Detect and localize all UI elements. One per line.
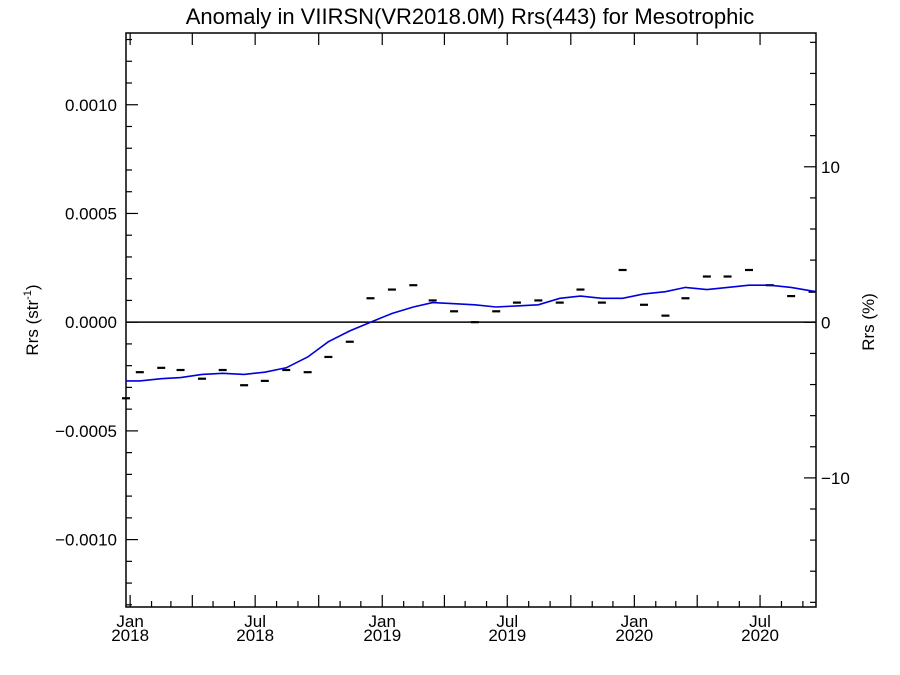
- left-tick-label: −0.0010: [55, 531, 117, 550]
- x-tick-month: Jul: [244, 612, 266, 631]
- x-tick-year: 2019: [363, 626, 401, 645]
- right-tick-label: 0: [821, 313, 830, 332]
- left-tick-label: −0.0005: [55, 422, 117, 441]
- left-tick-label: 0.0010: [65, 96, 117, 115]
- x-tick-month: Jan: [621, 612, 648, 631]
- x-axis: Jan2018Jul2018Jan2019Jul2019Jan2020Jul20…: [111, 33, 804, 645]
- plot-border: [125, 32, 817, 608]
- chart-title: Anomaly in VIIRSN(VR2018.0M) Rrs(443) fo…: [186, 4, 755, 29]
- right-tick-label: 10: [821, 158, 840, 177]
- x-tick-month: Jul: [496, 612, 518, 631]
- plot-frame: [125, 32, 817, 608]
- x-tick-year: 2019: [488, 626, 526, 645]
- smoothed-line: [126, 284, 817, 382]
- x-tick-month: Jan: [369, 612, 396, 631]
- x-tick-month: Jan: [116, 612, 143, 631]
- x-tick-year: 2020: [741, 626, 779, 645]
- left-axis-label: Rrs (str-1): [22, 284, 42, 355]
- left-axis: 0.0010 0.0005 0.0000 −0.0005 −0.0010: [55, 38, 138, 606]
- x-tick-year: 2018: [111, 626, 149, 645]
- left-tick-label: 0.0005: [65, 204, 117, 223]
- x-tick-month: Jul: [749, 612, 771, 631]
- right-axis: 10 0 −10: [804, 41, 850, 603]
- right-tick-label: −10: [821, 469, 850, 488]
- x-tick-year: 2018: [236, 626, 274, 645]
- smoothed-anomaly-line: [126, 284, 817, 382]
- left-tick-label: 0.0000: [65, 313, 117, 332]
- x-tick-year: 2020: [615, 626, 653, 645]
- right-axis-label: Rrs (%): [859, 293, 878, 351]
